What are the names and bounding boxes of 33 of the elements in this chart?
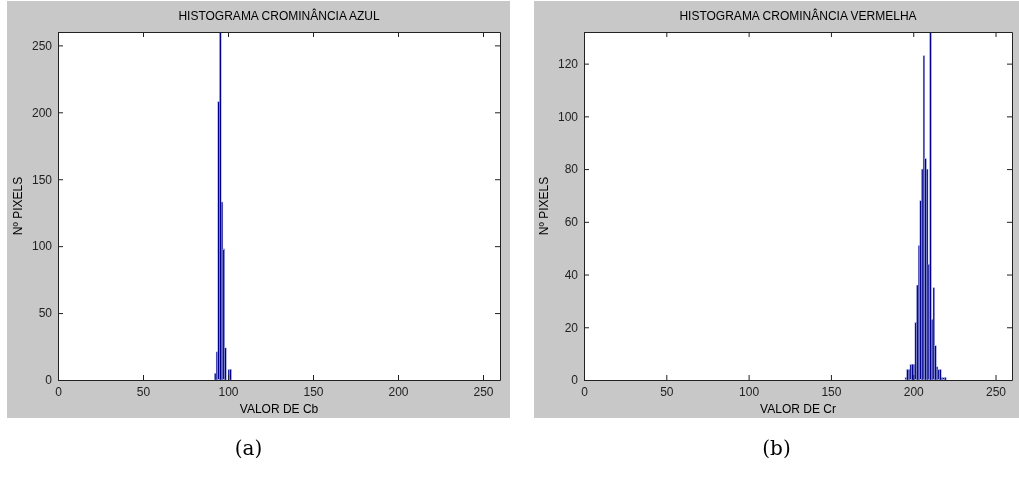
x-tick-label: 150 xyxy=(821,384,842,399)
x-axis-title: VALOR DE Cr xyxy=(760,402,836,416)
y-tick-label: 0 xyxy=(571,373,579,388)
y-tick-label: 100 xyxy=(31,239,53,254)
y-tick-label: 80 xyxy=(564,162,579,177)
x-tick-label: 50 xyxy=(136,384,151,399)
x-tick-label: 250 xyxy=(986,384,1007,399)
x-tick-label: 50 xyxy=(660,384,674,399)
y-tick-label: 40 xyxy=(564,267,579,282)
y-tick-label: 60 xyxy=(564,215,579,230)
y-axis-title: Nº PIXELS xyxy=(11,176,25,236)
text: (b) xyxy=(762,436,791,460)
x-tick-label: 200 xyxy=(388,384,409,399)
x-tick-label: 0 xyxy=(581,384,589,399)
chart-title: HISTOGRAMA CROMINÂNCIA AZUL xyxy=(178,8,380,23)
y-axis-title: Nº PIXELS xyxy=(537,176,551,236)
y-tick-label: 50 xyxy=(38,306,53,321)
x-tick-label: 150 xyxy=(303,384,324,399)
x-tick-label: 0 xyxy=(55,384,63,399)
x-tick-label: 200 xyxy=(903,384,925,399)
y-tick-label: 120 xyxy=(557,56,579,71)
x-axis-title: VALOR DE Cb xyxy=(239,402,319,416)
y-tick-label: 20 xyxy=(564,320,579,335)
y-tick-label: 150 xyxy=(31,172,53,187)
y-tick-label: 250 xyxy=(31,38,53,53)
x-tick-label: 250 xyxy=(473,384,494,399)
x-tick-label: 100 xyxy=(739,384,760,399)
chart-title: HISTOGRAMA CROMINÂNCIA VERMELHA xyxy=(679,8,917,23)
x-tick-label: 100 xyxy=(218,384,239,399)
y-tick-label: 0 xyxy=(45,373,53,388)
y-tick-label: 200 xyxy=(31,105,53,120)
text: (a) xyxy=(234,436,263,460)
y-tick-label: 100 xyxy=(557,109,579,124)
